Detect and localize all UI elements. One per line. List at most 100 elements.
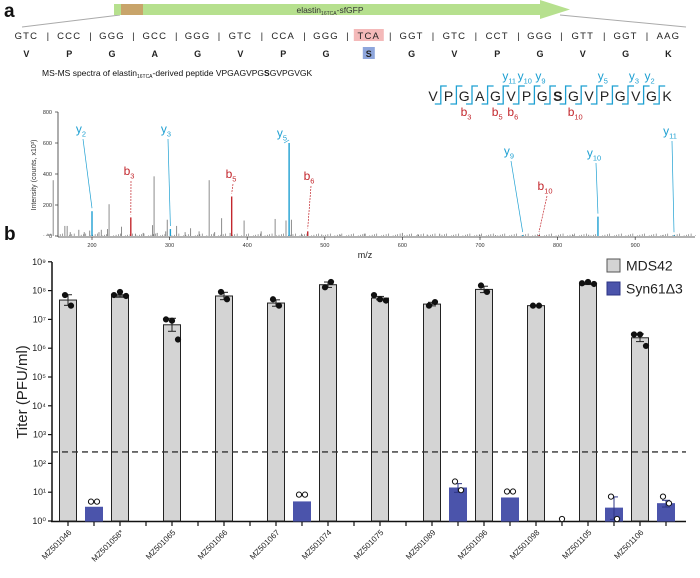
codon-separator: |: [475, 31, 477, 42]
codon-separator: |: [132, 31, 134, 42]
y-ion-peak-label-subscript: 9: [510, 152, 514, 161]
syn61-replicate-point: [503, 488, 511, 495]
codon-separator: |: [218, 31, 220, 42]
x-tick-label: 200: [87, 243, 96, 249]
codon-sequence: GTC | CCC | GGG | GCC | GGG | GTC | CCA | GGG | TCA | GGT |…: [15, 29, 679, 42]
codon: CCA: [271, 31, 295, 42]
y-tick-label: 200: [43, 203, 52, 209]
y-ion-peak-label: y10: [587, 146, 601, 163]
amino-acid: P: [494, 49, 500, 59]
codon: GGT: [614, 31, 638, 42]
syn61-bar: [293, 501, 311, 522]
mds42-bar: [319, 284, 337, 522]
y-ion-label-main: y: [518, 69, 524, 83]
codon-separator: |: [89, 31, 91, 42]
b-ion-label: b5: [492, 105, 503, 122]
codon: CCC: [57, 31, 81, 42]
x-tick-label: 700: [475, 243, 484, 249]
mds42-replicate-point: [535, 302, 543, 309]
amino-acid: P: [280, 49, 286, 59]
mds42-bar: [111, 295, 129, 522]
y-ion-peak-label-subscript: 2: [82, 130, 86, 139]
cleavage-bracket: [481, 85, 494, 105]
zoom-line-right: [559, 14, 687, 28]
amino-acid-highlight: [362, 47, 375, 59]
mds42-replicate-point: [168, 317, 176, 324]
cleavage-bracket: [606, 85, 619, 105]
construct-arrow: [114, 0, 570, 19]
y-ion-peak-label: y11: [663, 124, 677, 141]
mds42-replicate-point: [67, 302, 75, 309]
codon: GGT: [400, 31, 424, 42]
y-ion-peak-label-main: y: [663, 124, 669, 138]
y-ion-peak-label-main: y: [76, 122, 82, 136]
y-tick-label: 800: [43, 110, 52, 116]
mds42-replicate-point: [122, 292, 130, 300]
peptide-residue: G: [490, 88, 501, 104]
cleavage-bracket: [512, 85, 525, 105]
y-ion-peak-label: y5: [277, 126, 287, 143]
y-ion-label: y10: [518, 69, 532, 86]
peptide-residue: G: [537, 88, 548, 104]
x-tick-label: 600: [398, 243, 407, 249]
construct-label: elastin16TCA-sfGFP: [296, 5, 363, 17]
syn61-bar: [85, 506, 103, 522]
codon-separator: |: [517, 31, 519, 42]
peak-leader-line: [307, 185, 312, 229]
y-ion-label-subscript: 2: [651, 77, 655, 86]
amino-acid: G: [622, 49, 629, 59]
category-label: MZ501098: [508, 528, 542, 562]
codon-separator: |: [560, 31, 562, 42]
y-tick-label: 400: [43, 172, 52, 178]
mds42-replicate-point: [382, 297, 390, 304]
cleavage-bracket: [497, 85, 510, 105]
b-ion-label-subscript: 3: [467, 113, 471, 122]
y-tick-label: 10¹: [33, 487, 46, 497]
y-ion-peak-label: y2: [76, 122, 86, 139]
y-ion-peak-label-main: y: [587, 146, 593, 160]
category-label: MZ501074: [300, 528, 334, 562]
elastin-segment: [121, 4, 143, 15]
y-axis-label: Titer (PFU/ml): [14, 345, 31, 439]
y-ion-label: y9: [535, 69, 545, 86]
mds42-replicate-point: [630, 331, 638, 338]
codon: GGG: [527, 31, 553, 42]
y-ion-label: y5: [598, 69, 608, 86]
b-ion-peak-label-main: b: [226, 167, 233, 181]
construct-diagram: elastin16TCA-sfGFP: [21, 0, 687, 28]
y-tick-label: 10⁷: [33, 314, 46, 324]
mds42-bar: [59, 299, 77, 522]
y-ion-peak-label: y9: [504, 144, 514, 161]
y-tick-label: 0: [49, 234, 52, 240]
legend-swatch: [606, 258, 621, 273]
y-ion-label: y11: [502, 69, 516, 86]
y-ion-label: y2: [645, 69, 655, 86]
codon: GGG: [99, 31, 125, 42]
b-ion-label: b10: [568, 105, 583, 122]
y-tick-label: 10²: [33, 458, 46, 468]
cleavage-bracket: [590, 85, 603, 105]
y-ion-peak-label-main: y: [504, 144, 510, 158]
amino-acid: P: [66, 49, 72, 59]
amino-acid: A: [152, 49, 159, 59]
amino-acid: G: [194, 49, 201, 59]
codon: GCC: [142, 31, 167, 42]
category-label: MZ501058*: [90, 528, 126, 564]
codon: GTC: [443, 31, 467, 42]
codon: GTC: [15, 31, 39, 42]
panel-a-label: a: [4, 1, 15, 22]
peptide-residue: K: [662, 88, 672, 104]
peptide-residue: P: [444, 88, 453, 104]
syn61-replicate-point: [613, 515, 621, 523]
peptide-residue: V: [428, 88, 438, 104]
syn61-replicate-point: [558, 515, 566, 523]
peptide-residue: A: [475, 88, 485, 104]
y-tick-label: 10⁹: [32, 257, 46, 267]
b-ion-peak-label-main: b: [304, 169, 311, 183]
y-ion-label-main: y: [535, 69, 541, 83]
peak-leader-line: [283, 139, 290, 144]
codon: GTT: [571, 31, 594, 42]
amino-acid: V: [237, 49, 243, 59]
syn61-replicate-point: [607, 493, 615, 500]
y-tick-label: 10⁶: [32, 343, 46, 353]
